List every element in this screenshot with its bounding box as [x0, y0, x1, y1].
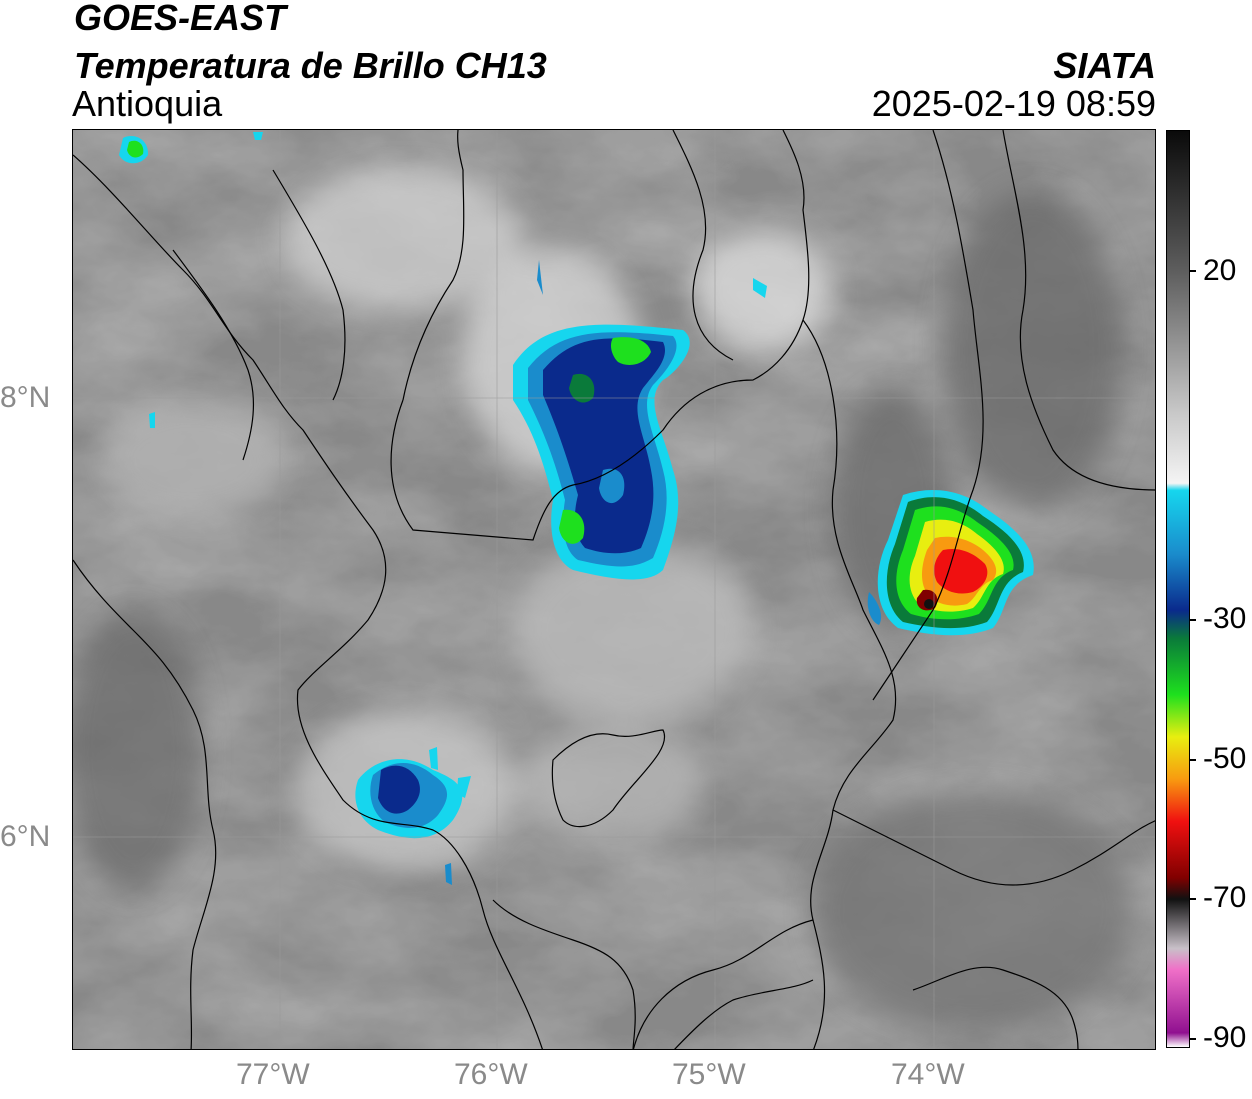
colorbar-tickmark-minus30 [1190, 619, 1196, 621]
convective-cell-north [513, 260, 690, 580]
map-panel[interactable] [72, 129, 1156, 1050]
colorbar-tick-minus70: -70 [1203, 881, 1247, 914]
temperature-colorbar [1166, 130, 1190, 1048]
cold-speck-ne [753, 278, 767, 298]
lat-tick-6N: 6°N [0, 820, 51, 853]
datetime-label: 2025-02-19 08:59 [871, 83, 1156, 124]
lon-tick-74W: 74°W [891, 1058, 965, 1091]
light-clouds [73, 170, 1133, 1030]
colorbar-tickmark-20 [1190, 270, 1196, 272]
brightness-temperature-map [73, 130, 1155, 1049]
colorbar-tick-20: 20 [1203, 254, 1237, 287]
colorbar-tick-minus90: -90 [1203, 1021, 1247, 1054]
lon-tick-77W: 77°W [236, 1058, 310, 1091]
satellite-title: GOES-EAST [74, 0, 287, 38]
colorbar-tickmark-minus90 [1190, 1038, 1196, 1040]
cold-speck-nw-core [127, 140, 144, 158]
convective-cell-east [867, 490, 1034, 636]
lat-tick-8N: 8°N [0, 381, 51, 414]
colorbar-tickmark-minus50 [1190, 759, 1196, 761]
cold-speck-n [253, 132, 263, 140]
colorbar-tick-minus50: -50 [1203, 742, 1247, 775]
colorbar-tick-minus30: -30 [1203, 602, 1247, 635]
lon-tick-76W: 76°W [454, 1058, 528, 1091]
product-title: Temperatura de Brillo CH13 [74, 45, 547, 86]
agency-label: SIATA [1053, 45, 1156, 86]
admin-borders [73, 130, 1155, 1049]
cold-speck-w [149, 412, 155, 428]
colorbar-tickmark-minus70 [1190, 898, 1196, 900]
convective-cell-southwest [355, 747, 471, 885]
lon-tick-75W: 75°W [672, 1058, 746, 1091]
region-label: Antioquia [72, 83, 223, 124]
